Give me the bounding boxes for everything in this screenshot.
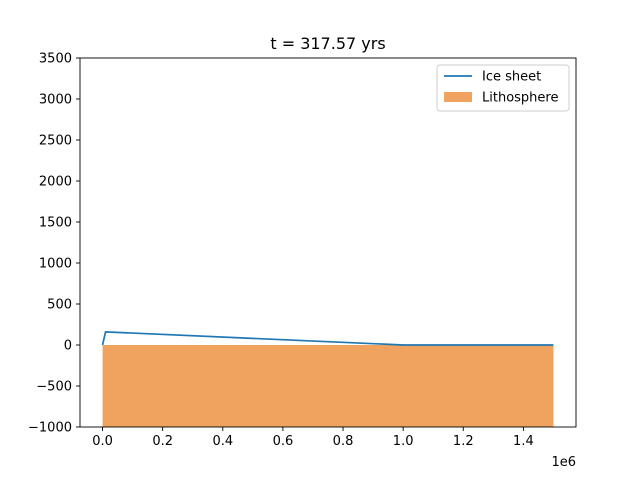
y-tick-label: 2500 <box>39 134 72 149</box>
plot-area <box>79 57 577 428</box>
x-tick-label: 1.0 <box>393 434 414 449</box>
x-tick-label: 1.2 <box>453 434 474 449</box>
legend-label-lithosphere: Lithosphere <box>482 91 558 106</box>
axis-ticks: 0.0 0.2 0.4 0.6 0.8 1.0 1.2 1.4 −1000 −500 0 500 100… <box>28 52 534 450</box>
x-tick-label: 0.8 <box>333 434 354 449</box>
x-tick-label: 0.0 <box>92 434 113 449</box>
x-tick-label: 1.4 <box>513 434 534 449</box>
x-offset-label: 1e6 <box>551 455 576 470</box>
y-tick-label: 1500 <box>39 216 72 231</box>
x-tick-label: 0.2 <box>152 434 173 449</box>
y-tick-label: 3000 <box>39 93 72 108</box>
ice-sheet-line <box>101 330 554 346</box>
y-tick-label: −500 <box>36 380 72 395</box>
legend: Ice sheet Lithosphere <box>436 64 570 112</box>
x-tick-label: 0.6 <box>273 434 294 449</box>
lithosphere-area <box>102 345 554 427</box>
legend-label-ice-sheet: Ice sheet <box>482 70 541 85</box>
y-tick-label: 2000 <box>39 175 72 190</box>
y-tick-label: 3500 <box>39 52 72 67</box>
axes-frame <box>79 57 577 428</box>
y-tick-label: −1000 <box>28 421 72 436</box>
y-tick-label: 1000 <box>39 257 72 272</box>
chart-title: t = 317.57 yrs <box>270 34 385 53</box>
y-tick-label: 500 <box>47 298 72 313</box>
x-tick-label: 0.4 <box>212 434 233 449</box>
legend-swatch-lithosphere <box>444 92 472 102</box>
y-tick-label: 0 <box>64 339 72 354</box>
